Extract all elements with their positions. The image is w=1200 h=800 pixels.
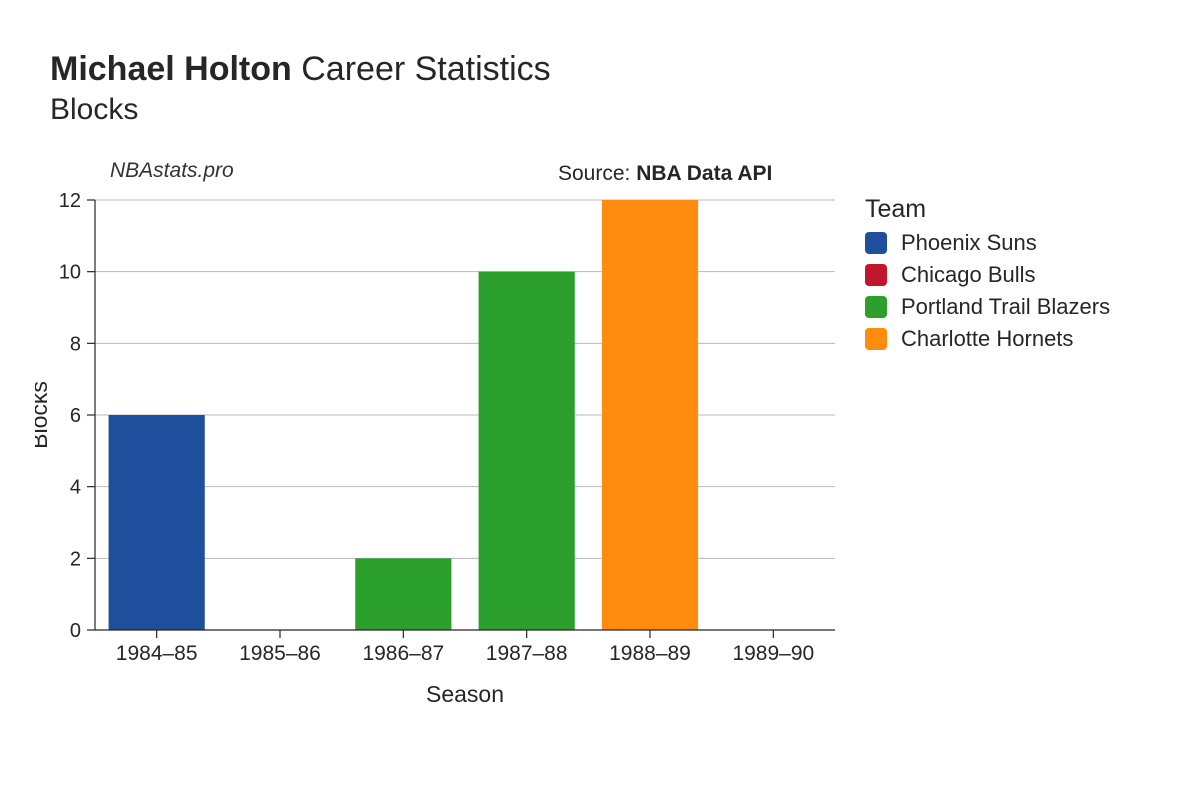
bar-chart: 0 2 4 6 8 10 12 1984–85 1985–86 1986–87 1987–88 198… [35, 192, 847, 720]
legend-swatch [865, 232, 887, 254]
legend-label: Portland Trail Blazers [901, 294, 1110, 320]
legend-item: Portland Trail Blazers [865, 294, 1110, 320]
legend-swatch [865, 296, 887, 318]
x-tick-label: 1987–88 [486, 642, 568, 665]
legend-label: Chicago Bulls [901, 262, 1036, 288]
title-suffix: Career Statistics [292, 50, 551, 88]
chart-title-block: Michael Holton Career Statistics Blocks [50, 50, 1160, 127]
legend-item: Charlotte Hornets [865, 326, 1110, 352]
source-prefix: Source: [558, 162, 636, 185]
source-name: NBA Data API [636, 162, 772, 185]
x-tick-label: 1989–90 [732, 642, 814, 665]
x-tick-label: 1988–89 [609, 642, 691, 665]
player-name: Michael Holton [50, 50, 292, 88]
chart-subtitle: Blocks [50, 93, 1160, 127]
page: Michael Holton Career Statistics Blocks … [0, 0, 1200, 800]
y-tick-label: 10 [59, 262, 81, 284]
legend-label: Charlotte Hornets [901, 326, 1073, 352]
legend-swatch [865, 264, 887, 286]
y-tick-label: 2 [70, 548, 81, 570]
y-tick-label: 6 [70, 405, 81, 427]
bar [109, 415, 205, 630]
legend-items: Phoenix Suns Chicago Bulls Portland Trail … [865, 230, 1110, 352]
bar [602, 200, 698, 630]
x-axis-title: Season [426, 681, 504, 707]
legend-item: Chicago Bulls [865, 262, 1110, 288]
y-axis-title: Blocks [35, 381, 52, 449]
bar [479, 272, 575, 630]
x-tick-label: 1986–87 [362, 642, 444, 665]
chart-title-line1: Michael Holton Career Statistics [50, 50, 1160, 89]
legend-label: Phoenix Suns [901, 230, 1037, 256]
y-tick-label: 12 [59, 192, 81, 212]
legend-item: Phoenix Suns [865, 230, 1110, 256]
watermark: NBAstats.pro [110, 159, 234, 183]
y-tick-label: 4 [70, 477, 81, 499]
legend: Team Phoenix Suns Chicago Bulls Portland T… [865, 195, 1110, 358]
x-tick-label: 1984–85 [116, 642, 198, 665]
y-tick-label: 8 [70, 333, 81, 355]
bar [355, 558, 451, 630]
source-label: Source: NBA Data API [558, 162, 772, 186]
legend-title: Team [865, 195, 1110, 224]
legend-swatch [865, 328, 887, 350]
y-tick-label: 0 [70, 620, 81, 642]
x-tick-label: 1985–86 [239, 642, 321, 665]
